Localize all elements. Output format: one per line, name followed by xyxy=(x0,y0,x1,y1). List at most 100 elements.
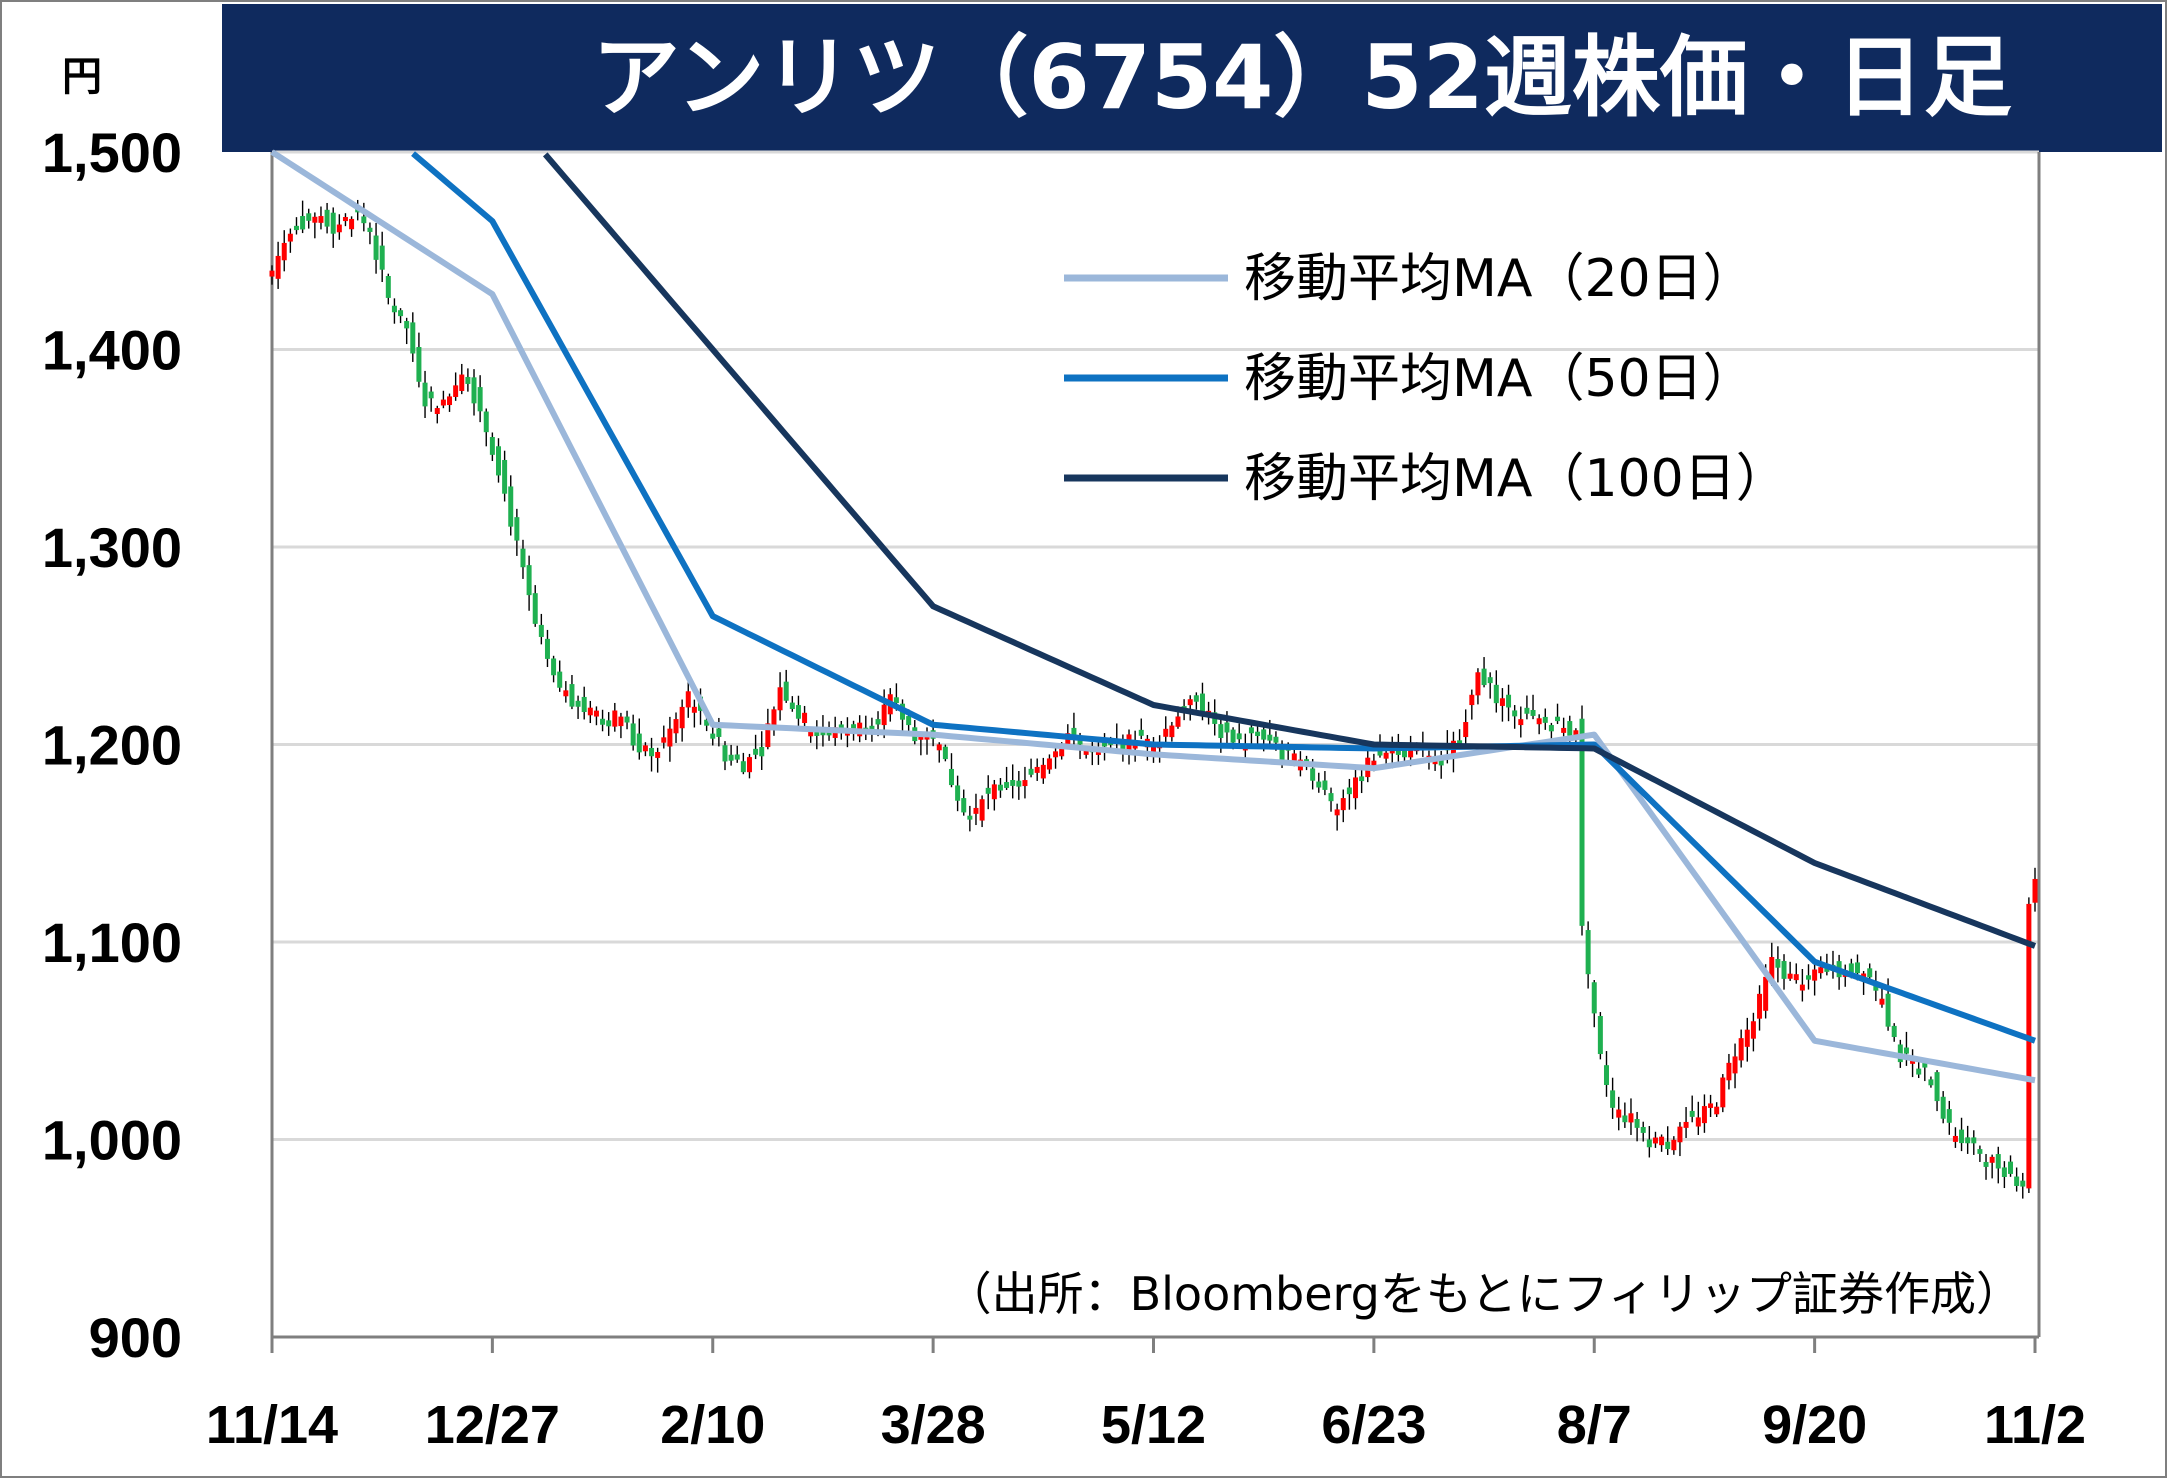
candle-body-up xyxy=(1353,777,1359,799)
candle-body-down xyxy=(1395,747,1401,755)
candle-body-up xyxy=(1671,1139,1677,1151)
candle-body-down xyxy=(1530,709,1536,716)
candle-body-down xyxy=(740,761,746,773)
candle-body-up xyxy=(287,233,293,242)
candle-body-up xyxy=(642,745,648,752)
candle-body-up xyxy=(808,730,814,737)
candle-body-down xyxy=(606,720,612,727)
candle-body-down xyxy=(1542,716,1548,723)
candle-body-up xyxy=(1561,727,1567,733)
candle-body-up xyxy=(1628,1113,1634,1123)
candle-body-up xyxy=(269,270,275,277)
x-tick-label: 3/28 xyxy=(881,1395,986,1455)
candle-body-down xyxy=(428,391,434,399)
candle-body-down xyxy=(1959,1129,1965,1144)
candle-body-down xyxy=(520,548,526,568)
candle-body-down xyxy=(373,235,379,260)
candle-body-down xyxy=(416,347,422,382)
candle-body-up xyxy=(1536,718,1542,725)
candle-body-down xyxy=(1610,1090,1616,1108)
candle-body-down xyxy=(985,787,991,794)
candle-body-down xyxy=(1120,740,1126,751)
y-tick-label: 1,100 xyxy=(42,911,182,974)
candle-body-down xyxy=(502,459,508,494)
candle-body-up xyxy=(1475,672,1481,696)
candle-body-up xyxy=(593,710,599,717)
candle-body-down xyxy=(967,815,973,820)
candle-body-down xyxy=(1597,1015,1603,1055)
candle-body-down xyxy=(906,716,912,726)
candle-body-up xyxy=(2032,878,2038,903)
candle-body-down xyxy=(630,723,636,746)
candle-body-down xyxy=(734,754,740,760)
candle-body-up xyxy=(1683,1121,1689,1128)
candle-body-up xyxy=(1757,993,1763,1019)
candle-body-up xyxy=(1383,752,1389,759)
candle-body-up xyxy=(1040,764,1046,779)
x-tick-label: 9/20 xyxy=(1762,1395,1867,1455)
axes xyxy=(270,152,2041,1353)
candle-body-down xyxy=(398,310,404,317)
candle-body-down xyxy=(422,382,428,407)
candle-body-up xyxy=(342,217,348,222)
candle-body-down xyxy=(1824,967,1830,972)
candle-body-up xyxy=(1469,694,1475,706)
candle-body-down xyxy=(306,213,312,221)
candle-body-down xyxy=(942,746,948,760)
y-axis-unit: 円 xyxy=(62,54,102,100)
candle-body-down xyxy=(1346,787,1352,795)
candle-body-up xyxy=(275,255,281,279)
candle-body-down xyxy=(465,376,471,384)
candle-body-down xyxy=(1885,993,1891,1027)
x-tick-label: 11/14 xyxy=(206,1395,338,1455)
candle-body-up xyxy=(1046,758,1052,770)
candle-body-up xyxy=(1714,1106,1720,1115)
x-tick-labels: 11/14 12/27 2/10 3/28 5/12 6/23 8/7 9/20 11/2 xyxy=(206,1395,2086,1455)
candle-body-down xyxy=(1255,731,1261,737)
candle-body-up xyxy=(612,710,618,727)
candle-body-down xyxy=(1555,716,1561,722)
candle-body-down xyxy=(783,681,789,701)
candle-body-down xyxy=(532,593,538,624)
x-tick-label: 5/12 xyxy=(1101,1395,1206,1455)
candle-body-down xyxy=(1322,780,1328,790)
candle-body-up xyxy=(336,224,342,233)
candle-body-down xyxy=(1401,746,1407,758)
candle-body-down xyxy=(1218,724,1224,739)
candle-body-up xyxy=(765,723,771,748)
candle-body-down xyxy=(1377,749,1383,756)
candle-body-up xyxy=(685,691,691,708)
candle-body-down xyxy=(1971,1137,1977,1144)
candle-body-down xyxy=(483,411,489,433)
candle-body-up xyxy=(979,799,985,821)
candle-body-down xyxy=(508,486,514,527)
candle-body-up xyxy=(1812,969,1818,981)
candle-body-up xyxy=(1022,780,1028,787)
candle-body-down xyxy=(367,227,373,232)
candle-body-up xyxy=(1340,798,1346,811)
candle-body-down xyxy=(1867,968,1873,978)
candle-body-up xyxy=(655,751,661,758)
candle-body-down xyxy=(300,216,306,230)
candle-body-up xyxy=(991,784,997,800)
candle-body-down xyxy=(1138,729,1144,736)
candle-body-down xyxy=(710,733,716,739)
candle-body-up xyxy=(936,744,942,751)
candle-body-up xyxy=(2026,903,2032,1189)
x-tick-label: 2/10 xyxy=(660,1395,765,1455)
candle-body-down xyxy=(1585,930,1591,975)
candle-body-up xyxy=(777,687,783,711)
candle-body-down xyxy=(2001,1167,2007,1177)
candle-body-up xyxy=(1769,957,1775,981)
candle-body-up xyxy=(1034,766,1040,773)
candle-body-down xyxy=(1267,734,1273,741)
candle-body-down xyxy=(1230,729,1236,743)
candle-body-down xyxy=(569,684,575,707)
candle-body-up xyxy=(691,706,697,713)
candle-body-down xyxy=(551,658,557,676)
chart-title: アンリツ（6754）52週株価・日足 xyxy=(592,26,2012,129)
candle-body-down xyxy=(716,728,722,737)
candle-body-down xyxy=(1806,975,1812,980)
candle-body-up xyxy=(661,737,667,743)
candle-body-down xyxy=(1016,780,1022,787)
